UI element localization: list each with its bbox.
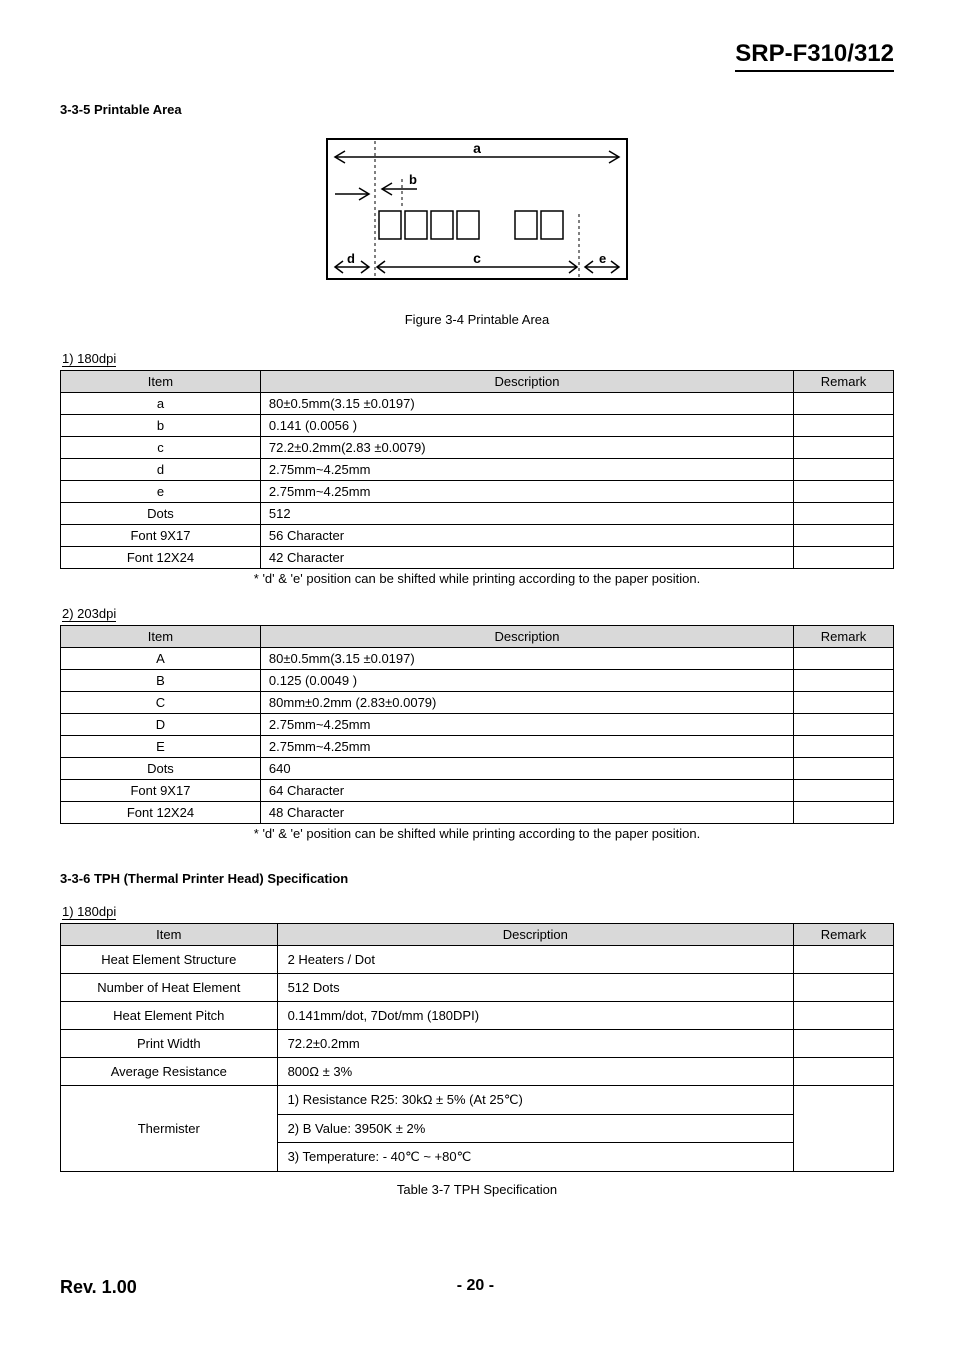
th: Description (260, 371, 793, 393)
note-203: * 'd' & 'e' position can be shifted whil… (60, 826, 894, 841)
cell-desc: 1) Resistance R25: 30kΩ ± 5% (At 25℃) (277, 1086, 793, 1115)
table180-heading: 1) 180dpi (62, 351, 116, 367)
cell-desc: 42 Character (260, 547, 793, 569)
footer-page: - 20 - (457, 1277, 494, 1298)
page-footer: Rev. 1.00 - 20 - (60, 1277, 894, 1298)
footer-rev: Rev. 1.00 (60, 1277, 137, 1298)
th: Description (260, 626, 793, 648)
th: Remark (794, 626, 894, 648)
cell-remark (794, 736, 894, 758)
th: Item (61, 626, 261, 648)
doc-title: SRP-F310/312 (735, 40, 894, 72)
cell-desc: 2.75mm~4.25mm (260, 736, 793, 758)
cell-remark (794, 780, 894, 802)
table-tph-180: Item Description Remark Heat Element Str… (60, 923, 894, 1172)
cell-item: d (61, 459, 261, 481)
table203-heading: 2) 203dpi (62, 606, 116, 622)
cell-item: Font 12X24 (61, 547, 261, 569)
section-336-heading: 3-3-6 TPH (Thermal Printer Head) Specifi… (60, 871, 894, 886)
cell-desc: 80mm±0.2mm (2.83±0.0079) (260, 692, 793, 714)
th: Description (277, 924, 793, 946)
cell-item: Print Width (61, 1030, 278, 1058)
cell-item: Dots (61, 503, 261, 525)
cell-item: Heat Element Pitch (61, 1002, 278, 1030)
cell-desc: 512 (260, 503, 793, 525)
cell-item: D (61, 714, 261, 736)
cell-item: Dots (61, 758, 261, 780)
cell-remark (794, 459, 894, 481)
cell-item: a (61, 393, 261, 415)
cell-desc: 3) Temperature: - 40℃ ~ +80℃ (277, 1143, 793, 1172)
tph-caption: Table 3-7 TPH Specification (60, 1182, 894, 1197)
cell-item: Font 12X24 (61, 802, 261, 824)
table-203dpi: Item Description Remark A80±0.5mm(3.15 ±… (60, 625, 894, 824)
cell-remark (794, 692, 894, 714)
cell-item: b (61, 415, 261, 437)
cell-remark (794, 1002, 894, 1030)
cell-desc: 72.2±0.2mm (277, 1030, 793, 1058)
th: Remark (794, 924, 894, 946)
cell-desc: 2.75mm~4.25mm (260, 481, 793, 503)
cell-item: e (61, 481, 261, 503)
cell-desc: 0.125 (0.0049 ) (260, 670, 793, 692)
cell-item: C (61, 692, 261, 714)
cell-remark (794, 1030, 894, 1058)
cell-remark (794, 1086, 894, 1172)
cell-desc: 56 Character (260, 525, 793, 547)
printable-area-diagram: a b d c e (60, 129, 894, 302)
cell-desc: 800Ω ± 3% (277, 1058, 793, 1086)
cell-item: Font 9X17 (61, 780, 261, 802)
cell-item: Number of Heat Element (61, 974, 278, 1002)
cell-item: Font 9X17 (61, 525, 261, 547)
cell-desc: 0.141mm/dot, 7Dot/mm (180DPI) (277, 1002, 793, 1030)
cell-remark (794, 648, 894, 670)
figure-caption: Figure 3-4 Printable Area (60, 312, 894, 327)
cell-remark (794, 1058, 894, 1086)
th: Item (61, 371, 261, 393)
cell-desc: 48 Character (260, 802, 793, 824)
cell-desc: 72.2±0.2mm(2.83 ±0.0079) (260, 437, 793, 459)
cell-remark (794, 946, 894, 974)
cell-desc: 80±0.5mm(3.15 ±0.0197) (260, 393, 793, 415)
cell-item-thermister: Thermister (61, 1086, 278, 1172)
cell-desc: 0.141 (0.0056 ) (260, 415, 793, 437)
tph180-heading: 1) 180dpi (62, 904, 116, 920)
cell-desc: 2) B Value: 3950K ± 2% (277, 1115, 793, 1143)
cell-desc: 640 (260, 758, 793, 780)
cell-remark (794, 503, 894, 525)
diagram-label-d: d (347, 251, 355, 266)
table-180dpi: Item Description Remark a80±0.5mm(3.15 ±… (60, 370, 894, 569)
cell-remark (794, 393, 894, 415)
diagram-label-e: e (599, 251, 606, 266)
cell-remark (794, 525, 894, 547)
cell-desc: 80±0.5mm(3.15 ±0.0197) (260, 648, 793, 670)
cell-item: Heat Element Structure (61, 946, 278, 974)
cell-remark (794, 481, 894, 503)
cell-desc: 512 Dots (277, 974, 793, 1002)
diagram-label-b: b (409, 172, 417, 187)
cell-item: c (61, 437, 261, 459)
cell-desc: 64 Character (260, 780, 793, 802)
cell-remark (794, 802, 894, 824)
cell-item: Average Resistance (61, 1058, 278, 1086)
cell-desc: 2 Heaters / Dot (277, 946, 793, 974)
cell-remark (794, 758, 894, 780)
th: Remark (794, 371, 894, 393)
cell-item: B (61, 670, 261, 692)
cell-desc: 2.75mm~4.25mm (260, 459, 793, 481)
cell-remark (794, 547, 894, 569)
section-335-heading: 3-3-5 Printable Area (60, 102, 894, 117)
th: Item (61, 924, 278, 946)
cell-remark (794, 437, 894, 459)
cell-remark (794, 415, 894, 437)
cell-remark (794, 670, 894, 692)
diagram-label-c: c (473, 250, 481, 266)
diagram-label-a: a (473, 140, 481, 156)
cell-item: A (61, 648, 261, 670)
cell-remark (794, 714, 894, 736)
cell-desc: 2.75mm~4.25mm (260, 714, 793, 736)
cell-item: E (61, 736, 261, 758)
cell-remark (794, 974, 894, 1002)
note-180: * 'd' & 'e' position can be shifted whil… (60, 571, 894, 586)
